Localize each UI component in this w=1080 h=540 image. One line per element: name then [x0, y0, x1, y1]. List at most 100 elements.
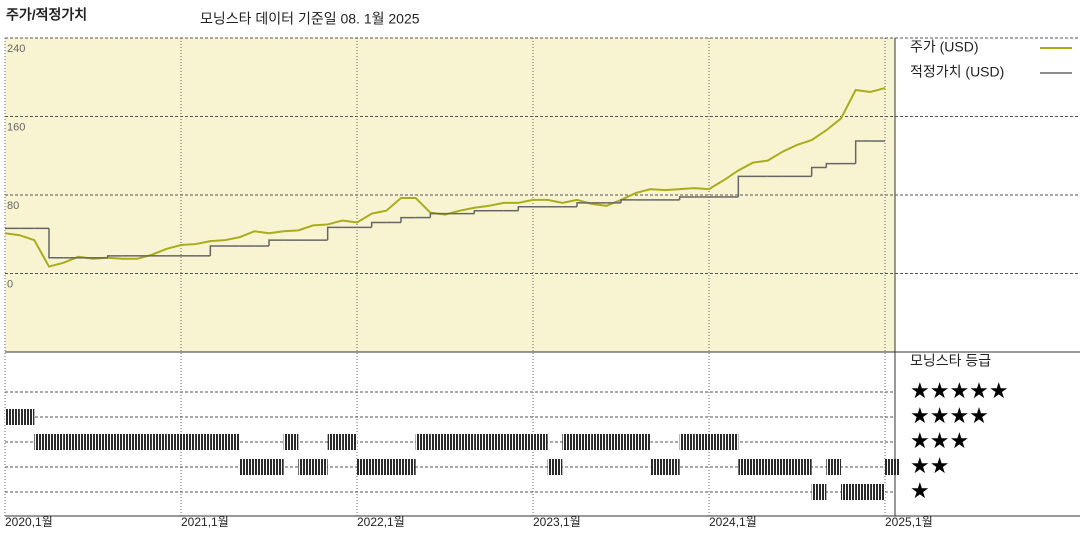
rating-bar [811, 484, 827, 500]
y-tick-label: 240 [7, 43, 25, 55]
rating-level-label: ★★★★ [910, 403, 989, 428]
rating-bar [855, 484, 871, 500]
rating-bar [313, 459, 328, 475]
rating-bar [547, 459, 563, 475]
rating-bar [606, 434, 621, 450]
fair-value-step [473, 209, 489, 214]
x-tick-label: 2024,1월 [709, 515, 757, 529]
rating-bar [753, 459, 768, 475]
rating-bar [107, 434, 123, 450]
rating-bar [577, 434, 592, 450]
rating-bar [621, 434, 636, 450]
price-line [4, 87, 886, 268]
rating-bar [283, 434, 299, 450]
fair-value-step [429, 212, 445, 218]
legend-label: 주가 (USD) [910, 39, 979, 55]
fair-value-step [737, 175, 753, 197]
rating-title: 모닝스타 등급 [910, 353, 991, 369]
rating-bar [885, 459, 900, 475]
rating-bar [225, 434, 240, 450]
rating-bar [195, 434, 211, 450]
fair-value-step [48, 228, 64, 259]
rating-bar [459, 434, 475, 450]
fair-value-step [620, 199, 636, 203]
rating-bar [357, 459, 372, 475]
y-tick-label: 160 [7, 121, 25, 133]
y-tick-label: 80 [7, 200, 19, 212]
rating-bar [151, 434, 167, 450]
rating-bar [49, 434, 64, 450]
rating-bar [371, 459, 387, 475]
rating-bar [386, 459, 401, 475]
rating-bar [445, 434, 460, 450]
fair-value-step [517, 206, 533, 211]
rating-bar [694, 434, 709, 450]
fair-value-step [326, 226, 343, 241]
rating-bar [533, 434, 548, 450]
rating-bar [327, 434, 343, 450]
x-tick-label: 2021,1월 [181, 515, 229, 529]
rating-bar [78, 434, 93, 450]
legend-label: 적정가치 (USD) [910, 64, 1004, 80]
y-tick-label: 0 [7, 278, 13, 290]
rating-bar [591, 434, 607, 450]
rating-bar [782, 459, 797, 475]
fair-value-step [678, 196, 695, 200]
rating-bar [650, 459, 665, 475]
rating-bar [342, 434, 357, 450]
rating-bar [269, 459, 284, 475]
rating-bar [181, 434, 196, 450]
rating-bar [489, 434, 504, 450]
rating-bar [401, 459, 416, 475]
rating-bar [665, 459, 680, 475]
fair-value-step [268, 239, 284, 247]
fair-value-step [854, 140, 871, 164]
rating-bar [166, 434, 181, 450]
rating-bar [503, 434, 519, 450]
chart-title: 주가/적정가치 [6, 7, 87, 23]
rating-bar [210, 434, 225, 450]
rating-bar [93, 434, 108, 450]
x-tick-label: 2022,1월 [357, 515, 405, 529]
rating-bar [826, 459, 841, 475]
rating-bar [19, 409, 35, 425]
rating-bar [723, 434, 739, 450]
rating-bar [562, 434, 577, 450]
x-tick-label: 2020,1월 [5, 515, 53, 529]
rating-bar [34, 434, 49, 450]
fair-value-step [400, 216, 416, 223]
x-tick-label: 2023,1월 [533, 515, 581, 529]
rating-bar [841, 484, 856, 500]
rating-bar [797, 459, 812, 475]
rating-bar [870, 484, 885, 500]
x-tick-label: 2025,1월 [885, 515, 933, 529]
rating-bar [137, 434, 152, 450]
rating-level-label: ★★★★★ [910, 378, 1009, 403]
rating-bar [518, 434, 533, 450]
fair-value-step [810, 166, 827, 177]
rating-bar [635, 434, 651, 450]
rating-bar [738, 459, 753, 475]
rating-bar [415, 434, 431, 450]
rating-bar [63, 434, 79, 450]
rating-bar [5, 409, 20, 425]
rating-bar [239, 459, 255, 475]
fair-value-step [825, 162, 841, 168]
rating-bar [254, 459, 269, 475]
rating-bar [679, 434, 695, 450]
rating-bar [767, 459, 783, 475]
fair-value-step [106, 255, 123, 258]
fair-value-step [209, 245, 225, 256]
fair-value-step [576, 202, 592, 207]
chart-subtitle: 모닝스타 데이터 기준일 08. 1월 2025 [200, 11, 420, 27]
rating-bar [298, 459, 313, 475]
fair-value-step [370, 221, 387, 228]
rating-level-label: ★★★ [910, 428, 969, 453]
rating-bar [430, 434, 445, 450]
rating-level-label: ★★ [910, 453, 949, 478]
rating-bar [709, 434, 724, 450]
rating-bar [474, 434, 489, 450]
rating-bar [122, 434, 137, 450]
rating-level-label: ★ [910, 478, 930, 503]
